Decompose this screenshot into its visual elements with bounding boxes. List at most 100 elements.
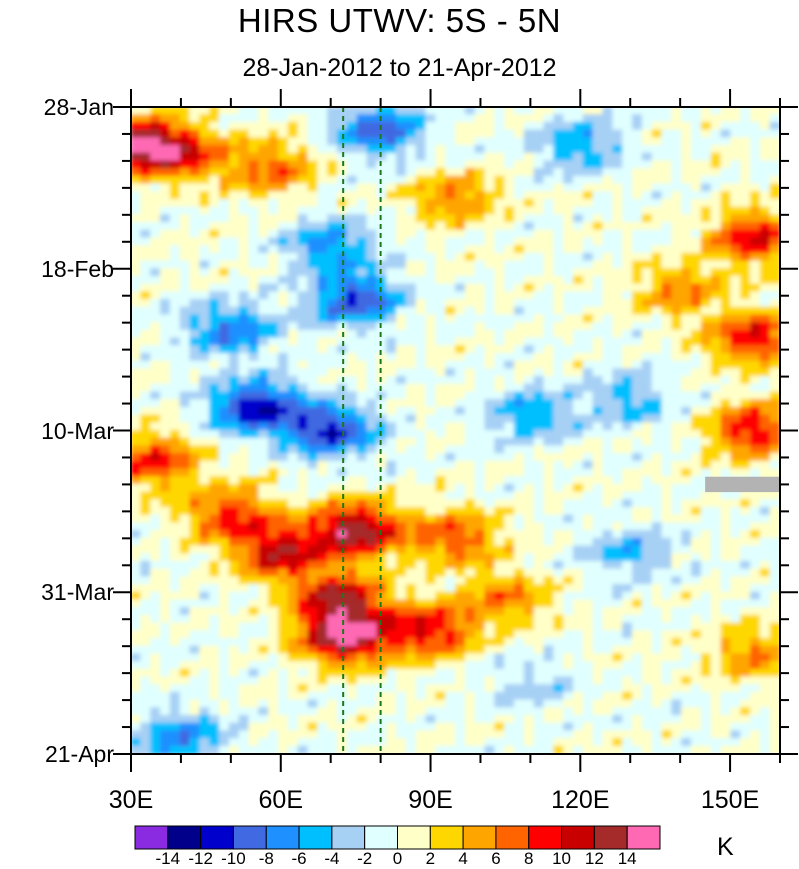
heatmap-cell (317, 245, 329, 254)
heatmap-cell (632, 437, 643, 447)
heatmap-cell (671, 391, 683, 401)
heatmap-cell (651, 329, 663, 339)
heatmap-cell (504, 268, 515, 277)
heatmap-cell (533, 391, 545, 401)
heatmap-cell (582, 614, 594, 624)
heatmap-cell (720, 345, 732, 354)
heatmap-cell (681, 337, 692, 347)
heatmap-cell (386, 599, 397, 609)
heatmap-cell (169, 268, 181, 277)
heatmap-cell (750, 206, 761, 216)
heatmap-cell (543, 460, 555, 470)
heatmap-cell (131, 522, 142, 532)
heatmap-cell (494, 152, 506, 162)
heatmap-cell (238, 507, 250, 516)
heatmap-cell (632, 252, 643, 262)
heatmap-cell (209, 414, 220, 424)
heatmap-cell (160, 406, 171, 416)
heatmap-cell (297, 383, 309, 393)
heatmap-cell (346, 237, 358, 247)
heatmap-cell (632, 653, 643, 663)
heatmap-cell (681, 576, 692, 586)
heatmap-cell (592, 568, 604, 578)
heatmap-cell (661, 183, 673, 193)
heatmap-cell (514, 322, 525, 331)
heatmap-cell (484, 406, 496, 416)
heatmap-cell (376, 391, 388, 401)
heatmap-cell (445, 168, 456, 177)
heatmap-cell (131, 653, 142, 663)
heatmap-cell (700, 468, 712, 478)
heatmap-cell (759, 191, 771, 200)
heatmap-cell (769, 152, 780, 162)
heatmap-cell (710, 430, 722, 439)
heatmap-cell (278, 237, 289, 247)
heatmap-cell (641, 599, 653, 609)
heatmap-cell (140, 160, 152, 170)
heatmap-cell (199, 422, 211, 431)
heatmap-cell (238, 599, 250, 609)
heatmap-cell (730, 445, 742, 455)
heatmap-cell (651, 152, 663, 162)
heatmap-cell (504, 152, 515, 162)
heatmap-cell (671, 183, 683, 193)
heatmap-cell (494, 399, 506, 408)
heatmap-cell (661, 661, 673, 670)
heatmap-cell (297, 499, 309, 509)
heatmap-cell (455, 622, 466, 632)
heatmap-cell (710, 222, 722, 231)
heatmap-cell (297, 299, 309, 308)
heatmap-cell (759, 584, 771, 593)
heatmap-cell (504, 399, 515, 408)
heatmap-cell (307, 368, 319, 378)
heatmap-cell (435, 322, 447, 331)
heatmap-cell (681, 322, 692, 331)
heatmap-cell (740, 268, 751, 277)
heatmap-cell (297, 445, 309, 455)
heatmap-cell (268, 576, 279, 586)
heatmap-cell (415, 168, 427, 177)
heatmap-cell (543, 160, 555, 170)
heatmap-cell (425, 430, 437, 439)
heatmap-cell (641, 229, 653, 239)
heatmap-cell (691, 522, 702, 532)
heatmap-cell (278, 206, 289, 216)
heatmap-cell (750, 283, 761, 293)
heatmap-cell (307, 584, 319, 593)
heatmap-cell (366, 206, 378, 216)
heatmap-cell (730, 514, 742, 524)
heatmap-cell (131, 491, 142, 501)
heatmap-cell (740, 430, 751, 439)
heatmap-cell (179, 337, 191, 347)
heatmap-cell (582, 460, 594, 470)
heatmap-cell (160, 214, 171, 224)
heatmap-cell (297, 191, 309, 200)
heatmap-cell (140, 630, 152, 639)
heatmap-cell (150, 283, 161, 293)
heatmap-cell (160, 676, 171, 686)
heatmap-cell (484, 537, 496, 547)
heatmap-cell (543, 483, 555, 493)
heatmap-cell (523, 198, 535, 208)
heatmap-cell (750, 576, 761, 586)
heatmap-cell (612, 607, 624, 616)
heatmap-cell (209, 622, 220, 632)
heatmap-cell (425, 530, 437, 539)
heatmap-cell (573, 191, 584, 200)
heatmap-cell (612, 560, 624, 570)
heatmap-cell (199, 530, 211, 539)
heatmap-cell (504, 437, 515, 447)
heatmap-cell (533, 352, 545, 362)
heatmap-cell (386, 206, 397, 216)
heatmap-cell (582, 383, 594, 393)
heatmap-cell (543, 306, 555, 316)
heatmap-cell (415, 268, 427, 277)
heatmap-cell (455, 430, 466, 439)
heatmap-cell (376, 137, 388, 147)
heatmap-cell (179, 360, 191, 370)
heatmap-cell (346, 329, 358, 339)
heatmap-cell (287, 345, 299, 354)
heatmap-cell (131, 406, 142, 416)
heatmap-cell (730, 121, 742, 131)
heatmap-cell (287, 252, 299, 262)
